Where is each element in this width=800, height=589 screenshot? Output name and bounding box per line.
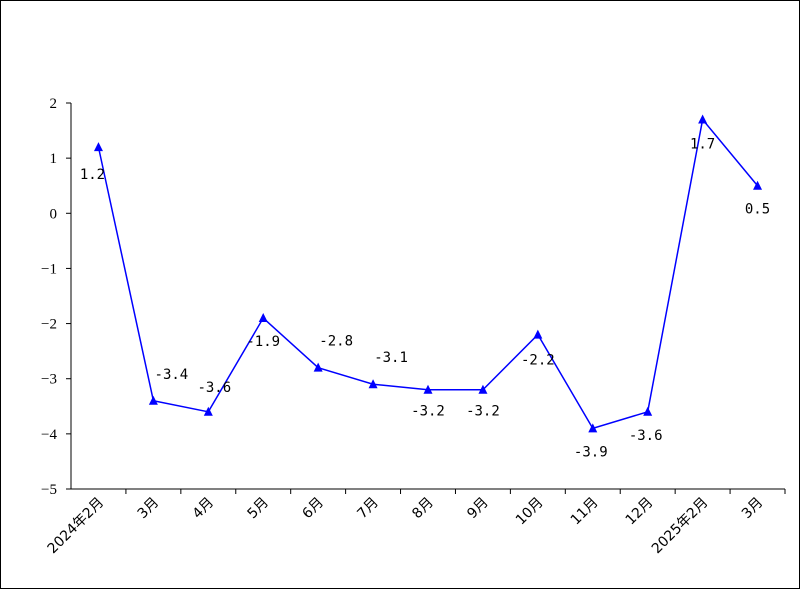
y-tick-label: −2 [41, 317, 57, 333]
data-point-marker [259, 313, 268, 322]
y-tick-label: 2 [50, 96, 58, 112]
data-point-marker [643, 407, 652, 416]
x-tick-label: 3月 [739, 495, 767, 523]
data-point-marker [698, 115, 707, 124]
y-tick-label: 0 [50, 206, 58, 222]
x-tick-label: 12月 [623, 495, 657, 529]
x-tick-label: 7月 [354, 495, 382, 523]
x-tick-label: 10月 [513, 495, 547, 529]
data-label: -3.2 [411, 404, 445, 420]
y-tick-label: −1 [41, 261, 57, 277]
x-tick-label: 2025年2月 [649, 495, 712, 558]
data-label: 1.2 [80, 167, 105, 183]
data-label: -3.6 [629, 428, 663, 444]
data-label: -3.4 [155, 367, 189, 383]
x-tick-label: 4月 [190, 495, 218, 523]
y-tick-label: −5 [41, 482, 57, 498]
x-tick-label: 3月 [135, 495, 163, 523]
data-label: 0.5 [745, 202, 770, 218]
data-point-marker [94, 142, 103, 151]
x-tick-label: 11月 [568, 495, 602, 529]
y-tick-label: −3 [41, 372, 57, 388]
data-label: -1.9 [246, 334, 280, 350]
data-label: -2.2 [521, 353, 555, 369]
x-tick-label: 2024年2月 [45, 495, 108, 558]
x-tick-label: 6月 [299, 495, 327, 523]
x-tick-label: 8月 [409, 495, 437, 523]
data-label: -2.8 [319, 334, 353, 350]
data-point-marker [149, 396, 158, 405]
x-tick-label: 9月 [464, 495, 492, 523]
data-label: 1.7 [690, 137, 715, 153]
data-label: -3.2 [466, 404, 500, 420]
data-label: -3.6 [197, 380, 231, 396]
data-label: -3.9 [574, 444, 608, 460]
y-tick-label: −4 [41, 427, 57, 443]
x-tick-label: 5月 [245, 495, 273, 523]
y-tick-label: 1 [50, 151, 58, 167]
data-point-marker [533, 330, 542, 339]
data-label: -3.1 [374, 350, 408, 366]
